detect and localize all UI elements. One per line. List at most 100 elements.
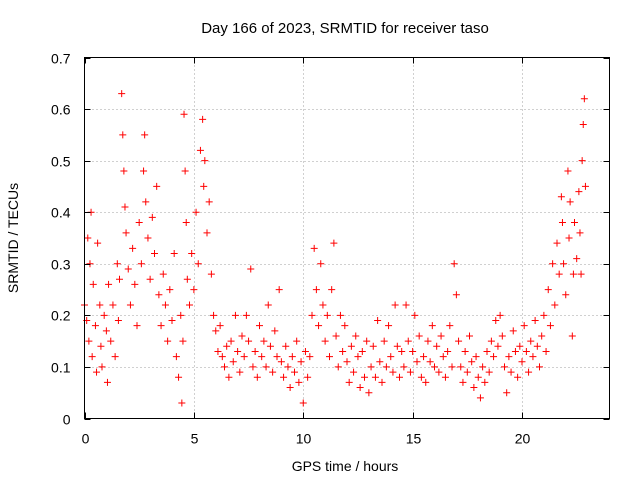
data-point: [121, 203, 129, 211]
data-point: [424, 337, 432, 345]
data-point: [474, 373, 482, 381]
data-point: [182, 219, 190, 227]
x-tick-label: 10: [296, 431, 312, 447]
data-point: [576, 229, 584, 237]
data-point: [332, 332, 340, 340]
plot-frame: [84, 57, 610, 419]
chart-title: Day 166 of 2023, SRMTID for receiver tas…: [201, 20, 489, 37]
data-point: [264, 301, 272, 309]
data-point: [297, 358, 305, 366]
data-point: [205, 198, 213, 206]
data-point: [439, 353, 447, 361]
data-point: [159, 270, 167, 278]
data-point: [448, 363, 456, 371]
data-point: [236, 368, 244, 376]
data-point: [382, 363, 390, 371]
data-point: [146, 275, 154, 283]
data-point: [562, 291, 570, 299]
x-tick-labels: 0 5 10 15 20: [82, 431, 531, 447]
data-point: [284, 363, 292, 371]
data-point: [514, 373, 522, 381]
data-point: [441, 373, 449, 381]
data-point: [161, 301, 169, 309]
data-point: [190, 286, 198, 294]
data-point: [262, 363, 270, 371]
data-point: [393, 342, 401, 350]
data-point: [553, 239, 561, 247]
data-point: [518, 358, 526, 366]
data-point: [396, 373, 403, 381]
data-point: [466, 332, 473, 340]
data-point: [354, 353, 362, 361]
data-point: [580, 95, 588, 103]
data-point: [356, 384, 364, 392]
data-point: [84, 234, 92, 242]
data-point: [516, 342, 524, 350]
data-point: [444, 347, 452, 355]
data-point: [352, 332, 360, 340]
data-point: [558, 219, 566, 227]
data-point: [196, 146, 204, 154]
data-point: [86, 260, 94, 268]
data-point: [91, 322, 99, 330]
data-point: [503, 389, 511, 397]
data-point: [315, 322, 323, 330]
data-point: [269, 368, 277, 376]
data-point: [214, 347, 222, 355]
data-point: [350, 368, 358, 376]
data-point: [286, 384, 294, 392]
y-tick-label: 0.4: [51, 205, 71, 221]
data-point: [304, 373, 312, 381]
data-point: [105, 280, 113, 288]
data-point: [153, 182, 161, 190]
data-point: [225, 373, 233, 381]
data-point: [431, 363, 438, 371]
data-point: [203, 229, 211, 237]
data-point: [406, 368, 414, 376]
data-point: [472, 353, 480, 361]
y-tick-label: 0.2: [51, 308, 71, 324]
data-point: [522, 347, 530, 355]
data-point: [251, 347, 259, 355]
x-tick-label: 20: [515, 431, 531, 447]
data-point: [470, 384, 478, 392]
data-point: [437, 332, 445, 340]
data-point: [295, 378, 303, 386]
data-point: [120, 167, 128, 175]
data-point: [573, 255, 581, 263]
data-point: [133, 322, 141, 330]
data-point: [280, 373, 288, 381]
data-point: [141, 131, 149, 139]
data-point: [551, 301, 559, 309]
data-point: [111, 353, 119, 361]
data-point: [273, 353, 281, 361]
data-point: [170, 249, 178, 257]
data-point: [242, 311, 250, 319]
x-tick-label: 15: [406, 431, 422, 447]
data-point: [546, 322, 554, 330]
data-point: [529, 353, 537, 361]
data-point: [234, 347, 242, 355]
data-point: [218, 353, 226, 361]
data-point: [404, 337, 412, 345]
data-point: [155, 291, 163, 299]
data-point: [487, 337, 495, 345]
data-point: [148, 213, 156, 221]
data-point: [212, 327, 220, 335]
data-point: [380, 337, 388, 345]
data-point: [568, 332, 576, 340]
data-point: [253, 373, 261, 381]
data-point: [88, 353, 96, 361]
data-point: [188, 249, 196, 257]
data-point: [317, 260, 325, 268]
data-point: [358, 347, 366, 355]
data-point: [312, 286, 320, 294]
data-point: [328, 286, 336, 294]
data-point: [107, 337, 115, 345]
data-point: [291, 368, 298, 376]
data-point: [577, 270, 585, 278]
data-point: [179, 337, 187, 345]
data-point: [326, 353, 333, 361]
data-point: [560, 260, 568, 268]
